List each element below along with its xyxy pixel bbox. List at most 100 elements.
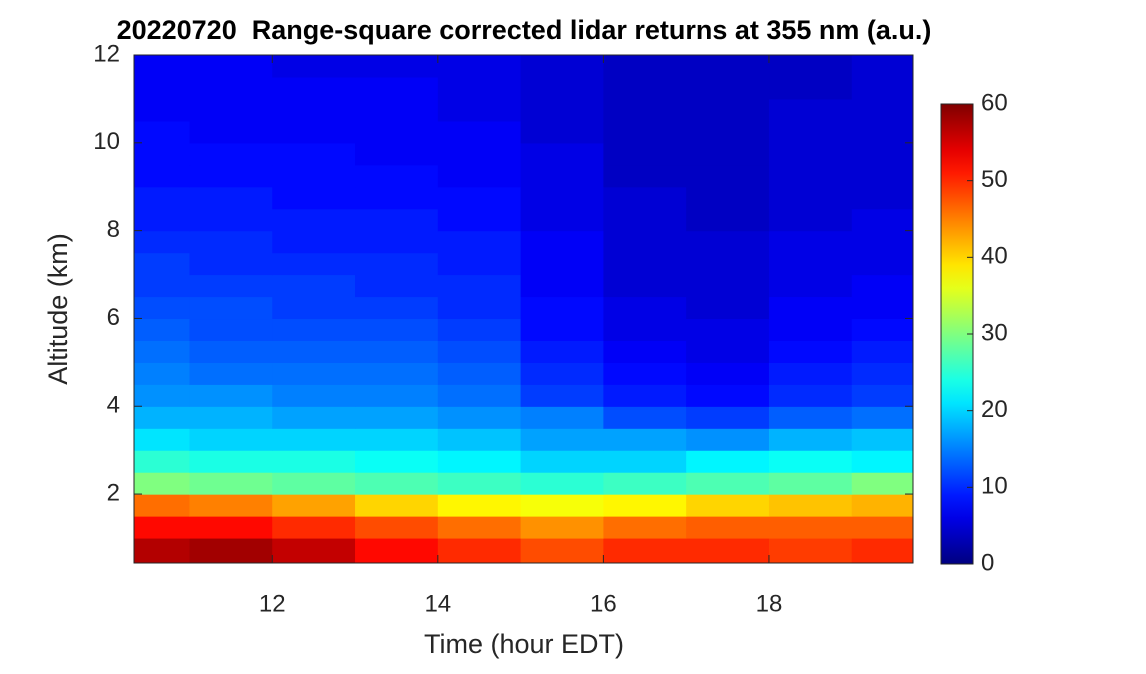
- heatmap-cell: [851, 494, 913, 517]
- heatmap-cell: [520, 384, 604, 407]
- heatmap-cell: [189, 537, 273, 563]
- heatmap-cell: [686, 120, 770, 144]
- heatmap-cell: [851, 318, 913, 341]
- heatmap-cell: [603, 164, 687, 188]
- heatmap-cell: [134, 296, 191, 320]
- heatmap-cell: [520, 516, 604, 539]
- colorbar-tick-label: 40: [981, 243, 1008, 270]
- heatmap-cell: [437, 142, 522, 166]
- heatmap-cell: [355, 362, 439, 385]
- heatmap-cell: [189, 384, 273, 407]
- heatmap-cell: [768, 318, 853, 341]
- heatmap-cell: [768, 406, 853, 429]
- heatmap-cell: [686, 186, 770, 210]
- heatmap-cell: [686, 142, 770, 166]
- heatmap-cell: [134, 274, 191, 298]
- heatmap-cell: [134, 428, 191, 451]
- heatmap-cell: [189, 208, 273, 232]
- heatmap-cell: [686, 472, 770, 495]
- heatmap-cell: [134, 406, 191, 429]
- heatmap-cell: [134, 230, 191, 254]
- heatmap-cell: [851, 98, 913, 122]
- heatmap-cell: [134, 208, 191, 232]
- heatmap-cell: [189, 406, 273, 429]
- heatmap-cell: [272, 76, 356, 100]
- heatmap-cell: [189, 142, 273, 166]
- heatmap-cell: [768, 384, 853, 407]
- heatmap-cell: [272, 274, 356, 298]
- heatmap-cell: [437, 384, 522, 407]
- heatmap-cell: [355, 98, 439, 122]
- heatmap-cell: [355, 208, 439, 232]
- heatmap-cell: [355, 76, 439, 100]
- heatmap-cell: [189, 252, 273, 276]
- heatmap: [134, 55, 913, 563]
- heatmap-cell: [437, 252, 522, 276]
- x-tick-label: 18: [756, 590, 783, 617]
- heatmap-cell: [768, 472, 853, 495]
- heatmap-cell: [768, 230, 853, 254]
- heatmap-cell: [851, 186, 913, 210]
- heatmap-cell: [437, 537, 522, 563]
- heatmap-cell: [355, 384, 439, 407]
- heatmap-cell: [134, 537, 191, 563]
- heatmap-cell: [603, 274, 687, 298]
- heatmap-cell: [768, 340, 853, 363]
- heatmap-cell: [437, 208, 522, 232]
- heatmap-cell: [686, 164, 770, 188]
- heatmap-cell: [189, 340, 273, 363]
- heatmap-cell: [272, 340, 356, 363]
- heatmap-cell: [272, 55, 356, 78]
- heatmap-cell: [603, 296, 687, 320]
- heatmap-cell: [686, 340, 770, 363]
- colorbar-tick-label: 0: [981, 549, 994, 576]
- heatmap-cell: [851, 142, 913, 166]
- heatmap-cell: [520, 55, 604, 78]
- heatmap-cell: [686, 384, 770, 407]
- heatmap-cell: [686, 406, 770, 429]
- heatmap-cell: [134, 318, 191, 341]
- heatmap-cell: [851, 340, 913, 363]
- heatmap-cell: [355, 296, 439, 320]
- heatmap-cell: [851, 472, 913, 495]
- heatmap-cell: [603, 230, 687, 254]
- heatmap-cell: [851, 296, 913, 320]
- heatmap-cell: [520, 450, 604, 473]
- heatmap-cell: [355, 120, 439, 144]
- heatmap-cell: [355, 428, 439, 451]
- colorbar-tick-label: 10: [981, 473, 1008, 500]
- heatmap-cell: [134, 55, 191, 78]
- heatmap-cell: [686, 208, 770, 232]
- heatmap-cell: [189, 98, 273, 122]
- heatmap-cell: [272, 230, 356, 254]
- heatmap-cell: [768, 142, 853, 166]
- heatmap-cell: [603, 142, 687, 166]
- heatmap-cell: [768, 450, 853, 473]
- heatmap-cell: [134, 472, 191, 495]
- heatmap-cell: [603, 98, 687, 122]
- heatmap-cell: [355, 472, 439, 495]
- heatmap-cell: [355, 186, 439, 210]
- heatmap-cell: [134, 494, 191, 517]
- heatmap-cell: [189, 362, 273, 385]
- plot-frame: [133, 54, 914, 564]
- heatmap-cell: [520, 252, 604, 276]
- heatmap-cell: [355, 164, 439, 188]
- heatmap-cell: [355, 318, 439, 341]
- heatmap-cell: [189, 55, 273, 78]
- heatmap-cell: [768, 252, 853, 276]
- heatmap-cell: [355, 252, 439, 276]
- x-tick-label: 14: [424, 590, 451, 617]
- heatmap-cell: [603, 494, 687, 517]
- heatmap-cell: [768, 296, 853, 320]
- heatmap-cell: [768, 208, 853, 232]
- heatmap-cell: [355, 55, 439, 78]
- heatmap-cell: [851, 208, 913, 232]
- heatmap-cell: [686, 516, 770, 539]
- heatmap-cell: [686, 428, 770, 451]
- heatmap-cell: [272, 384, 356, 407]
- heatmap-cell: [189, 318, 273, 341]
- heatmap-cell: [520, 274, 604, 298]
- heatmap-cell: [768, 494, 853, 517]
- heatmap-cell: [851, 76, 913, 100]
